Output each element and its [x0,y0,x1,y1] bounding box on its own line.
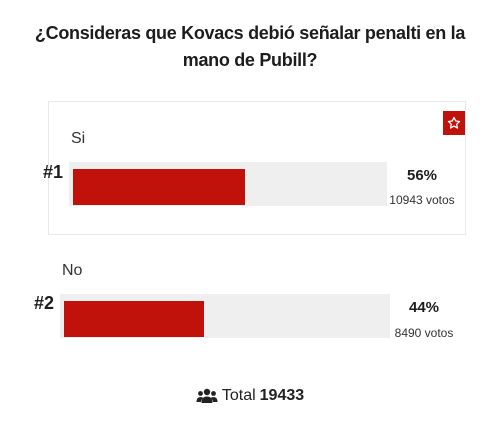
option-label: Si [71,130,86,147]
option-rank: #1 [43,162,64,182]
total-value: 19433 [259,387,305,404]
progress-track [69,162,387,206]
poll-option-si[interactable]: Si #1 56% 10943 votos [43,101,466,235]
poll-total: Total 19433 [0,387,500,405]
option-votes: 10943 votos [389,193,455,207]
poll-question: ¿Consideras que Kovacs debió señalar pen… [34,23,466,70]
option-votes: 8490 votos [394,326,454,340]
poll-option-no[interactable]: No #2 44% 8490 votos [34,252,466,356]
star-outline-icon [447,116,461,129]
option-percent: 44% [408,299,440,316]
total-label: Total [221,387,256,404]
option-rank: #2 [34,293,55,313]
progress-track [60,294,390,338]
progress-fill [73,169,245,205]
option-label: No [62,262,83,279]
progress-fill [64,301,204,337]
option-percent: 56% [406,167,438,184]
users-icon [196,388,218,404]
winner-star-badge [443,111,465,135]
